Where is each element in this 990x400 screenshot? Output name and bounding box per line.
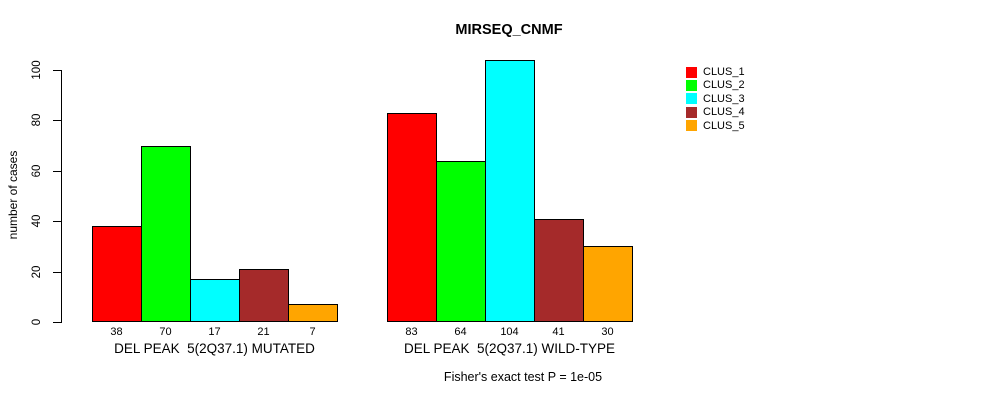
bar-value-label: 70 xyxy=(159,326,172,338)
bar-clus_2 xyxy=(436,160,486,322)
bar-value-label: 104 xyxy=(500,326,519,338)
legend-label: CLUS_4 xyxy=(703,106,745,119)
bar-value-label: 41 xyxy=(552,326,565,338)
legend-item-clus_5: CLUS_5 xyxy=(686,120,745,132)
legend-label: CLUS_3 xyxy=(703,92,745,105)
legend-swatch xyxy=(686,106,697,118)
bar-clus_5 xyxy=(288,304,338,322)
legend-item-clus_3: CLUS_3 xyxy=(686,93,745,105)
y-axis-label: number of cases xyxy=(6,150,20,240)
y-axis-tick-label: 60 xyxy=(31,164,43,178)
legend-swatch xyxy=(686,93,697,105)
legend-label: CLUS_2 xyxy=(703,79,745,92)
bar-clus_1 xyxy=(92,226,142,322)
bar-clus_3 xyxy=(190,279,240,322)
y-axis-tick xyxy=(53,70,61,71)
bar-value-label: 64 xyxy=(454,326,467,338)
bar-value-label: 21 xyxy=(257,326,270,338)
caption-fisher-test: Fisher's exact test P = 1e-05 xyxy=(443,370,603,384)
bar-value-label: 83 xyxy=(405,326,418,338)
bar-clus_4 xyxy=(534,218,584,322)
y-axis-tick-label: 40 xyxy=(31,214,43,228)
legend-swatch xyxy=(686,66,697,78)
x-axis-group-label: DEL PEAK 5(2Q37.1) WILD-TYPE xyxy=(403,341,616,356)
y-axis-tick-label: 80 xyxy=(31,113,43,127)
bar-clus_3 xyxy=(485,59,535,322)
y-axis-tick-label: 20 xyxy=(31,265,43,278)
legend-swatch xyxy=(686,79,697,91)
y-axis-tick xyxy=(53,120,61,122)
y-axis-tick xyxy=(53,322,61,323)
bar-value-label: 38 xyxy=(110,326,123,338)
legend-item-clus_1: CLUS_1 xyxy=(686,66,745,78)
legend-item-clus_4: CLUS_4 xyxy=(686,106,745,118)
bar-clus_4 xyxy=(239,269,289,322)
legend-label: CLUS_5 xyxy=(703,119,745,132)
legend-label: CLUS_1 xyxy=(703,66,745,78)
bar-clus_1 xyxy=(387,112,437,322)
legend-swatch xyxy=(686,120,697,132)
bar-clus_5 xyxy=(583,246,633,322)
y-axis-tick xyxy=(53,271,61,273)
bar-value-label: 7 xyxy=(309,326,316,338)
legend-item-clus_2: CLUS_2 xyxy=(686,79,745,91)
bar-value-label: 17 xyxy=(208,326,221,338)
x-axis-group-label: DEL PEAK 5(2Q37.1) MUTATED xyxy=(114,341,315,356)
y-axis-tick-label: 0 xyxy=(31,318,43,326)
y-axis-tick xyxy=(53,221,61,223)
y-axis-line xyxy=(61,70,62,323)
y-axis-tick-label: 100 xyxy=(31,60,43,80)
bar-clus_2 xyxy=(141,145,191,322)
bar-value-label: 30 xyxy=(601,326,614,338)
y-axis-tick xyxy=(53,170,61,172)
chart-title: MIRSEQ_CNMF xyxy=(455,22,563,38)
